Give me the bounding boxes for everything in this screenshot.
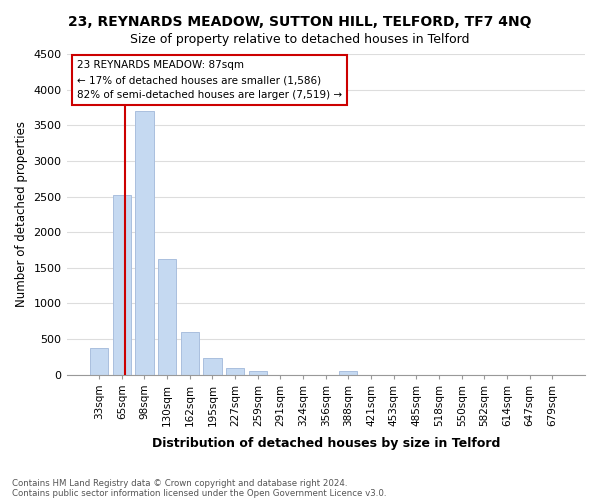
Bar bbox=[340, 371, 358, 374]
Bar bbox=[203, 358, 221, 374]
Bar bbox=[158, 258, 176, 374]
Bar bbox=[181, 332, 199, 374]
Bar bbox=[113, 195, 131, 374]
Bar bbox=[136, 111, 154, 374]
Text: Size of property relative to detached houses in Telford: Size of property relative to detached ho… bbox=[130, 32, 470, 46]
Bar bbox=[249, 371, 267, 374]
Text: 23 REYNARDS MEADOW: 87sqm
← 17% of detached houses are smaller (1,586)
82% of se: 23 REYNARDS MEADOW: 87sqm ← 17% of detac… bbox=[77, 60, 342, 100]
Bar bbox=[226, 368, 244, 374]
Y-axis label: Number of detached properties: Number of detached properties bbox=[15, 122, 28, 308]
X-axis label: Distribution of detached houses by size in Telford: Distribution of detached houses by size … bbox=[152, 437, 500, 450]
Text: Contains public sector information licensed under the Open Government Licence v3: Contains public sector information licen… bbox=[12, 488, 386, 498]
Text: Contains HM Land Registry data © Crown copyright and database right 2024.: Contains HM Land Registry data © Crown c… bbox=[12, 478, 347, 488]
Text: 23, REYNARDS MEADOW, SUTTON HILL, TELFORD, TF7 4NQ: 23, REYNARDS MEADOW, SUTTON HILL, TELFOR… bbox=[68, 15, 532, 29]
Bar bbox=[90, 348, 108, 374]
